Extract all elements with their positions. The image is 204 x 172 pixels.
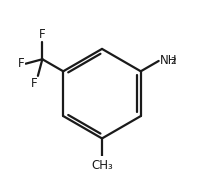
Text: CH₃: CH₃ (91, 159, 113, 172)
Text: NH: NH (160, 54, 177, 67)
Text: F: F (30, 77, 37, 90)
Text: F: F (39, 28, 46, 41)
Text: F: F (18, 57, 24, 70)
Text: 2: 2 (171, 57, 176, 66)
